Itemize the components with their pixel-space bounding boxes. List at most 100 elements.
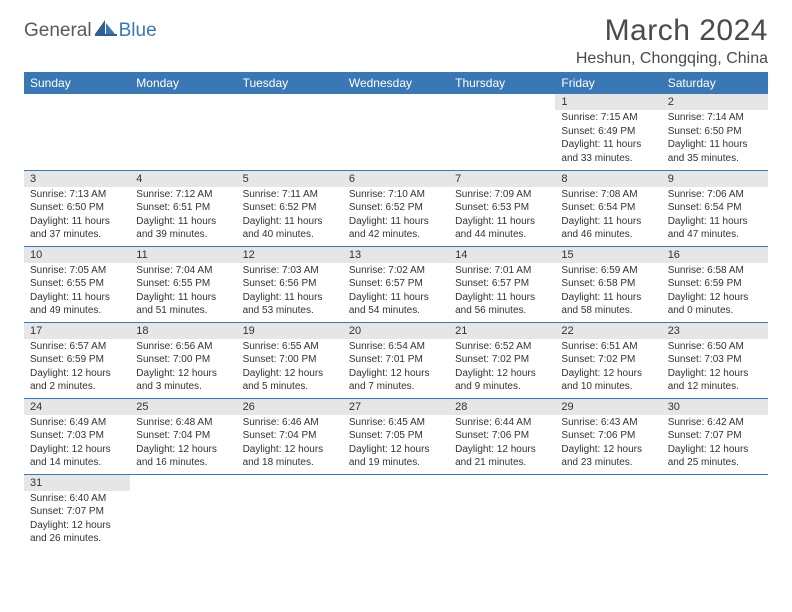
day-info: Sunrise: 6:42 AMSunset: 7:07 PMDaylight:… <box>662 415 768 473</box>
empty-cell <box>130 474 236 550</box>
day-info: Sunrise: 7:03 AMSunset: 6:56 PMDaylight:… <box>237 263 343 321</box>
day-cell: 31Sunrise: 6:40 AMSunset: 7:07 PMDayligh… <box>24 474 130 550</box>
day-info: Sunrise: 7:08 AMSunset: 6:54 PMDaylight:… <box>555 187 661 245</box>
calendar-page: General Blue March 2024 Heshun, Chongqin… <box>0 0 792 550</box>
day-cell: 25Sunrise: 6:48 AMSunset: 7:04 PMDayligh… <box>130 398 236 474</box>
day-info: Sunrise: 7:01 AMSunset: 6:57 PMDaylight:… <box>449 263 555 321</box>
day-cell: 28Sunrise: 6:44 AMSunset: 7:06 PMDayligh… <box>449 398 555 474</box>
day-number: 23 <box>662 323 768 339</box>
day-cell: 13Sunrise: 7:02 AMSunset: 6:57 PMDayligh… <box>343 246 449 322</box>
weekday-header: Saturday <box>662 72 768 94</box>
day-number: 20 <box>343 323 449 339</box>
day-info: Sunrise: 7:15 AMSunset: 6:49 PMDaylight:… <box>555 110 661 168</box>
day-info: Sunrise: 6:55 AMSunset: 7:00 PMDaylight:… <box>237 339 343 397</box>
empty-cell <box>343 474 449 550</box>
day-cell: 6Sunrise: 7:10 AMSunset: 6:52 PMDaylight… <box>343 170 449 246</box>
day-cell: 27Sunrise: 6:45 AMSunset: 7:05 PMDayligh… <box>343 398 449 474</box>
day-cell: 8Sunrise: 7:08 AMSunset: 6:54 PMDaylight… <box>555 170 661 246</box>
day-info: Sunrise: 7:05 AMSunset: 6:55 PMDaylight:… <box>24 263 130 321</box>
week-row: 10Sunrise: 7:05 AMSunset: 6:55 PMDayligh… <box>24 246 768 322</box>
day-info: Sunrise: 6:48 AMSunset: 7:04 PMDaylight:… <box>130 415 236 473</box>
day-info: Sunrise: 6:56 AMSunset: 7:00 PMDaylight:… <box>130 339 236 397</box>
day-cell: 11Sunrise: 7:04 AMSunset: 6:55 PMDayligh… <box>130 246 236 322</box>
day-cell: 5Sunrise: 7:11 AMSunset: 6:52 PMDaylight… <box>237 170 343 246</box>
day-info: Sunrise: 6:46 AMSunset: 7:04 PMDaylight:… <box>237 415 343 473</box>
week-row: 3Sunrise: 7:13 AMSunset: 6:50 PMDaylight… <box>24 170 768 246</box>
week-row: 1Sunrise: 7:15 AMSunset: 6:49 PMDaylight… <box>24 94 768 170</box>
day-info: Sunrise: 6:49 AMSunset: 7:03 PMDaylight:… <box>24 415 130 473</box>
day-cell: 12Sunrise: 7:03 AMSunset: 6:56 PMDayligh… <box>237 246 343 322</box>
day-cell: 30Sunrise: 6:42 AMSunset: 7:07 PMDayligh… <box>662 398 768 474</box>
empty-cell <box>449 94 555 170</box>
day-cell: 26Sunrise: 6:46 AMSunset: 7:04 PMDayligh… <box>237 398 343 474</box>
weekday-header: Tuesday <box>237 72 343 94</box>
day-number: 1 <box>555 94 661 110</box>
day-info: Sunrise: 6:54 AMSunset: 7:01 PMDaylight:… <box>343 339 449 397</box>
day-cell: 14Sunrise: 7:01 AMSunset: 6:57 PMDayligh… <box>449 246 555 322</box>
day-info: Sunrise: 7:13 AMSunset: 6:50 PMDaylight:… <box>24 187 130 245</box>
day-cell: 21Sunrise: 6:52 AMSunset: 7:02 PMDayligh… <box>449 322 555 398</box>
calendar-table: Sunday Monday Tuesday Wednesday Thursday… <box>24 72 768 550</box>
empty-cell <box>24 94 130 170</box>
day-info: Sunrise: 6:58 AMSunset: 6:59 PMDaylight:… <box>662 263 768 321</box>
day-info: Sunrise: 6:44 AMSunset: 7:06 PMDaylight:… <box>449 415 555 473</box>
day-cell: 9Sunrise: 7:06 AMSunset: 6:54 PMDaylight… <box>662 170 768 246</box>
day-number: 24 <box>24 399 130 415</box>
header: General Blue March 2024 Heshun, Chongqin… <box>24 14 768 68</box>
day-number: 17 <box>24 323 130 339</box>
day-number: 11 <box>130 247 236 263</box>
day-info: Sunrise: 6:40 AMSunset: 7:07 PMDaylight:… <box>24 491 130 549</box>
day-cell: 17Sunrise: 6:57 AMSunset: 6:59 PMDayligh… <box>24 322 130 398</box>
day-number: 2 <box>662 94 768 110</box>
day-info: Sunrise: 7:11 AMSunset: 6:52 PMDaylight:… <box>237 187 343 245</box>
month-title: March 2024 <box>576 14 768 48</box>
day-number: 21 <box>449 323 555 339</box>
weekday-header: Wednesday <box>343 72 449 94</box>
title-block: March 2024 Heshun, Chongqing, China <box>576 14 768 68</box>
day-info: Sunrise: 7:02 AMSunset: 6:57 PMDaylight:… <box>343 263 449 321</box>
empty-cell <box>555 474 661 550</box>
day-number: 31 <box>24 475 130 491</box>
empty-cell <box>237 94 343 170</box>
day-cell: 1Sunrise: 7:15 AMSunset: 6:49 PMDaylight… <box>555 94 661 170</box>
empty-cell <box>662 474 768 550</box>
day-info: Sunrise: 7:12 AMSunset: 6:51 PMDaylight:… <box>130 187 236 245</box>
day-cell: 23Sunrise: 6:50 AMSunset: 7:03 PMDayligh… <box>662 322 768 398</box>
day-number: 28 <box>449 399 555 415</box>
day-number: 10 <box>24 247 130 263</box>
day-number: 15 <box>555 247 661 263</box>
day-cell: 4Sunrise: 7:12 AMSunset: 6:51 PMDaylight… <box>130 170 236 246</box>
day-cell: 2Sunrise: 7:14 AMSunset: 6:50 PMDaylight… <box>662 94 768 170</box>
day-info: Sunrise: 7:14 AMSunset: 6:50 PMDaylight:… <box>662 110 768 168</box>
empty-cell <box>237 474 343 550</box>
day-number: 5 <box>237 171 343 187</box>
week-row: 17Sunrise: 6:57 AMSunset: 6:59 PMDayligh… <box>24 322 768 398</box>
day-info: Sunrise: 6:51 AMSunset: 7:02 PMDaylight:… <box>555 339 661 397</box>
day-number: 29 <box>555 399 661 415</box>
day-cell: 16Sunrise: 6:58 AMSunset: 6:59 PMDayligh… <box>662 246 768 322</box>
logo-sail-icon <box>95 20 117 36</box>
location: Heshun, Chongqing, China <box>576 50 768 68</box>
day-cell: 7Sunrise: 7:09 AMSunset: 6:53 PMDaylight… <box>449 170 555 246</box>
day-number: 8 <box>555 171 661 187</box>
day-number: 27 <box>343 399 449 415</box>
week-row: 31Sunrise: 6:40 AMSunset: 7:07 PMDayligh… <box>24 474 768 550</box>
day-number: 19 <box>237 323 343 339</box>
day-info: Sunrise: 6:59 AMSunset: 6:58 PMDaylight:… <box>555 263 661 321</box>
day-number: 25 <box>130 399 236 415</box>
day-cell: 3Sunrise: 7:13 AMSunset: 6:50 PMDaylight… <box>24 170 130 246</box>
day-number: 3 <box>24 171 130 187</box>
day-cell: 20Sunrise: 6:54 AMSunset: 7:01 PMDayligh… <box>343 322 449 398</box>
weekday-header: Sunday <box>24 72 130 94</box>
day-info: Sunrise: 7:06 AMSunset: 6:54 PMDaylight:… <box>662 187 768 245</box>
empty-cell <box>343 94 449 170</box>
day-number: 9 <box>662 171 768 187</box>
logo-text-blue: Blue <box>119 20 157 42</box>
day-number: 14 <box>449 247 555 263</box>
week-row: 24Sunrise: 6:49 AMSunset: 7:03 PMDayligh… <box>24 398 768 474</box>
day-cell: 24Sunrise: 6:49 AMSunset: 7:03 PMDayligh… <box>24 398 130 474</box>
day-number: 6 <box>343 171 449 187</box>
day-number: 26 <box>237 399 343 415</box>
day-cell: 22Sunrise: 6:51 AMSunset: 7:02 PMDayligh… <box>555 322 661 398</box>
day-number: 4 <box>130 171 236 187</box>
